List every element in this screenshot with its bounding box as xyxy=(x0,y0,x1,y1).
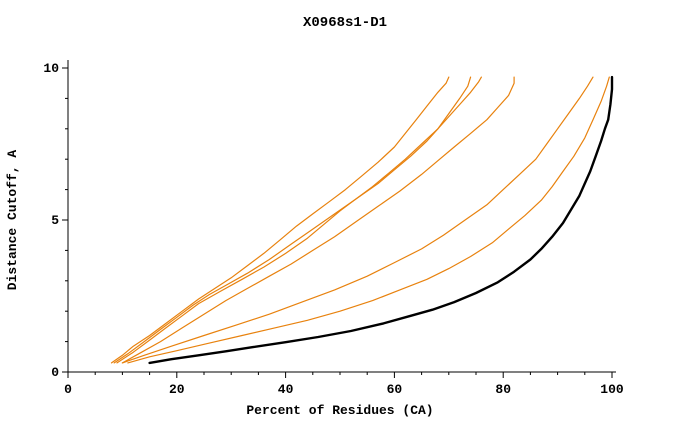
x-tick-label: 80 xyxy=(495,382,511,397)
series-reference xyxy=(148,75,614,365)
series-model-5 xyxy=(121,76,594,364)
series-model-1 xyxy=(110,76,450,364)
series-model-3 xyxy=(116,76,482,364)
y-axis-label: Distance Cutoff, A xyxy=(5,150,20,291)
series-model-6 xyxy=(127,76,610,364)
x-tick-label: 40 xyxy=(278,382,294,397)
y-tick-label: 5 xyxy=(51,213,59,228)
x-tick-label: 100 xyxy=(600,382,624,397)
series-model-4 xyxy=(121,76,515,364)
y-tick-label: 10 xyxy=(43,61,59,76)
y-tick-label: 0 xyxy=(51,365,59,380)
x-tick-label: 0 xyxy=(64,382,72,397)
series-model-2 xyxy=(113,76,472,364)
plot-title: X0968s1-D1 xyxy=(303,15,387,31)
plot-area: 0 20 40 60 80 100 0 5 10 xyxy=(43,60,624,397)
x-tick-label: 20 xyxy=(169,382,185,397)
x-axis-label: Percent of Residues (CA) xyxy=(246,403,433,418)
x-tick-label: 60 xyxy=(387,382,403,397)
